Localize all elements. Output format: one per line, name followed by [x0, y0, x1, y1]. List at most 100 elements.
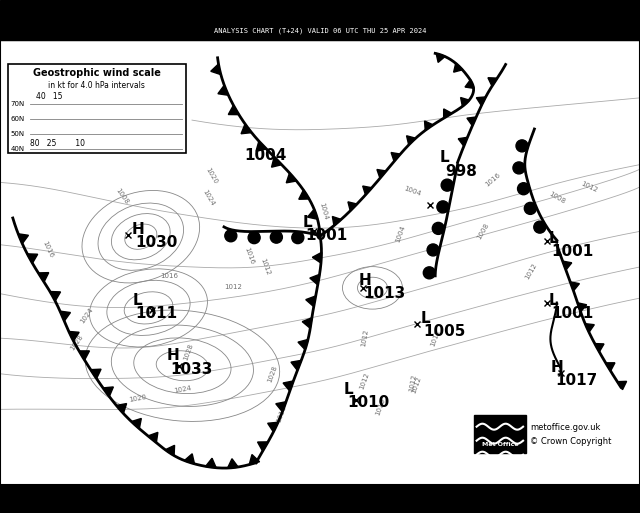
Polygon shape — [68, 331, 79, 341]
Polygon shape — [467, 117, 476, 126]
Text: 1001: 1001 — [305, 228, 348, 243]
Polygon shape — [103, 387, 113, 397]
Text: H: H — [166, 348, 179, 363]
Text: 1008: 1008 — [114, 187, 129, 205]
Text: 1005: 1005 — [424, 324, 466, 339]
Polygon shape — [271, 157, 282, 167]
Bar — [0, 40, 640, 485]
Circle shape — [427, 244, 439, 256]
Polygon shape — [60, 311, 70, 321]
Polygon shape — [454, 63, 463, 72]
Text: 1013: 1013 — [363, 286, 405, 301]
Text: 1012: 1012 — [225, 284, 243, 290]
Text: 80   25        10: 80 25 10 — [29, 140, 84, 148]
Polygon shape — [256, 141, 266, 151]
Text: 1011: 1011 — [136, 306, 178, 321]
Circle shape — [534, 221, 546, 233]
Text: H: H — [358, 273, 371, 288]
Polygon shape — [298, 340, 308, 350]
Text: 1012: 1012 — [360, 329, 369, 347]
Polygon shape — [424, 121, 433, 130]
Polygon shape — [458, 137, 467, 146]
Polygon shape — [605, 363, 615, 371]
Polygon shape — [476, 97, 486, 106]
Polygon shape — [577, 303, 587, 312]
Text: 1004: 1004 — [403, 185, 422, 197]
Polygon shape — [228, 105, 239, 114]
Text: 40   15: 40 15 — [36, 92, 62, 102]
Circle shape — [248, 232, 260, 244]
Text: L: L — [420, 311, 431, 326]
Polygon shape — [302, 318, 312, 328]
Bar — [474, 415, 526, 452]
Circle shape — [513, 162, 525, 174]
Polygon shape — [227, 459, 238, 468]
Polygon shape — [332, 216, 341, 226]
Text: 1016: 1016 — [42, 240, 54, 259]
Polygon shape — [291, 360, 301, 370]
Polygon shape — [488, 78, 497, 86]
Polygon shape — [91, 369, 101, 379]
Polygon shape — [218, 85, 228, 95]
Polygon shape — [306, 296, 316, 307]
Circle shape — [524, 203, 536, 214]
Text: 1024: 1024 — [201, 189, 215, 207]
Polygon shape — [563, 261, 572, 270]
Text: 1020: 1020 — [128, 393, 147, 403]
Polygon shape — [283, 381, 293, 391]
Polygon shape — [211, 64, 221, 74]
Text: 1012: 1012 — [359, 371, 371, 390]
Text: 1016: 1016 — [375, 398, 387, 417]
Text: 1028: 1028 — [69, 333, 84, 351]
Polygon shape — [585, 324, 595, 332]
Text: H: H — [550, 360, 563, 374]
Text: 1028: 1028 — [266, 364, 278, 383]
Text: 1012: 1012 — [524, 262, 538, 281]
Text: in kt for 4.0 hPa intervals: in kt for 4.0 hPa intervals — [48, 82, 145, 90]
Polygon shape — [50, 291, 61, 301]
Text: H: H — [131, 222, 144, 236]
Polygon shape — [148, 432, 158, 443]
Polygon shape — [465, 80, 474, 88]
Circle shape — [516, 140, 528, 152]
Polygon shape — [38, 272, 49, 282]
Polygon shape — [312, 252, 322, 263]
Text: 1016: 1016 — [161, 273, 179, 279]
Polygon shape — [406, 136, 415, 145]
Circle shape — [270, 231, 282, 243]
Text: 1001: 1001 — [552, 244, 594, 259]
Polygon shape — [617, 381, 627, 390]
Text: L: L — [440, 150, 450, 165]
Text: 1010: 1010 — [347, 395, 389, 410]
Polygon shape — [268, 422, 278, 432]
Text: 40N: 40N — [11, 147, 25, 152]
Text: 1017: 1017 — [555, 373, 597, 388]
Text: 998: 998 — [445, 164, 477, 179]
Text: 1016: 1016 — [484, 172, 502, 188]
Polygon shape — [391, 152, 400, 162]
Text: 1012: 1012 — [429, 329, 441, 348]
Text: L: L — [344, 382, 354, 397]
Text: 1020: 1020 — [204, 167, 218, 185]
Text: 70N: 70N — [11, 102, 25, 108]
Polygon shape — [310, 274, 319, 285]
Polygon shape — [436, 53, 445, 63]
Text: 1008: 1008 — [547, 191, 566, 205]
Polygon shape — [79, 351, 90, 360]
Circle shape — [437, 201, 449, 213]
Text: metoffice.gov.uk: metoffice.gov.uk — [530, 423, 600, 432]
Text: L: L — [302, 215, 312, 230]
Text: 1016: 1016 — [244, 246, 255, 265]
Polygon shape — [299, 190, 309, 199]
Polygon shape — [570, 282, 579, 291]
Text: L: L — [132, 293, 143, 308]
Text: 1004: 1004 — [394, 224, 406, 243]
Polygon shape — [165, 445, 175, 456]
Polygon shape — [27, 254, 38, 263]
Polygon shape — [131, 419, 141, 429]
Polygon shape — [257, 442, 268, 451]
Text: 1012: 1012 — [579, 181, 598, 193]
Text: 1004: 1004 — [244, 148, 287, 163]
Polygon shape — [241, 124, 252, 134]
Text: 1012: 1012 — [408, 373, 417, 392]
